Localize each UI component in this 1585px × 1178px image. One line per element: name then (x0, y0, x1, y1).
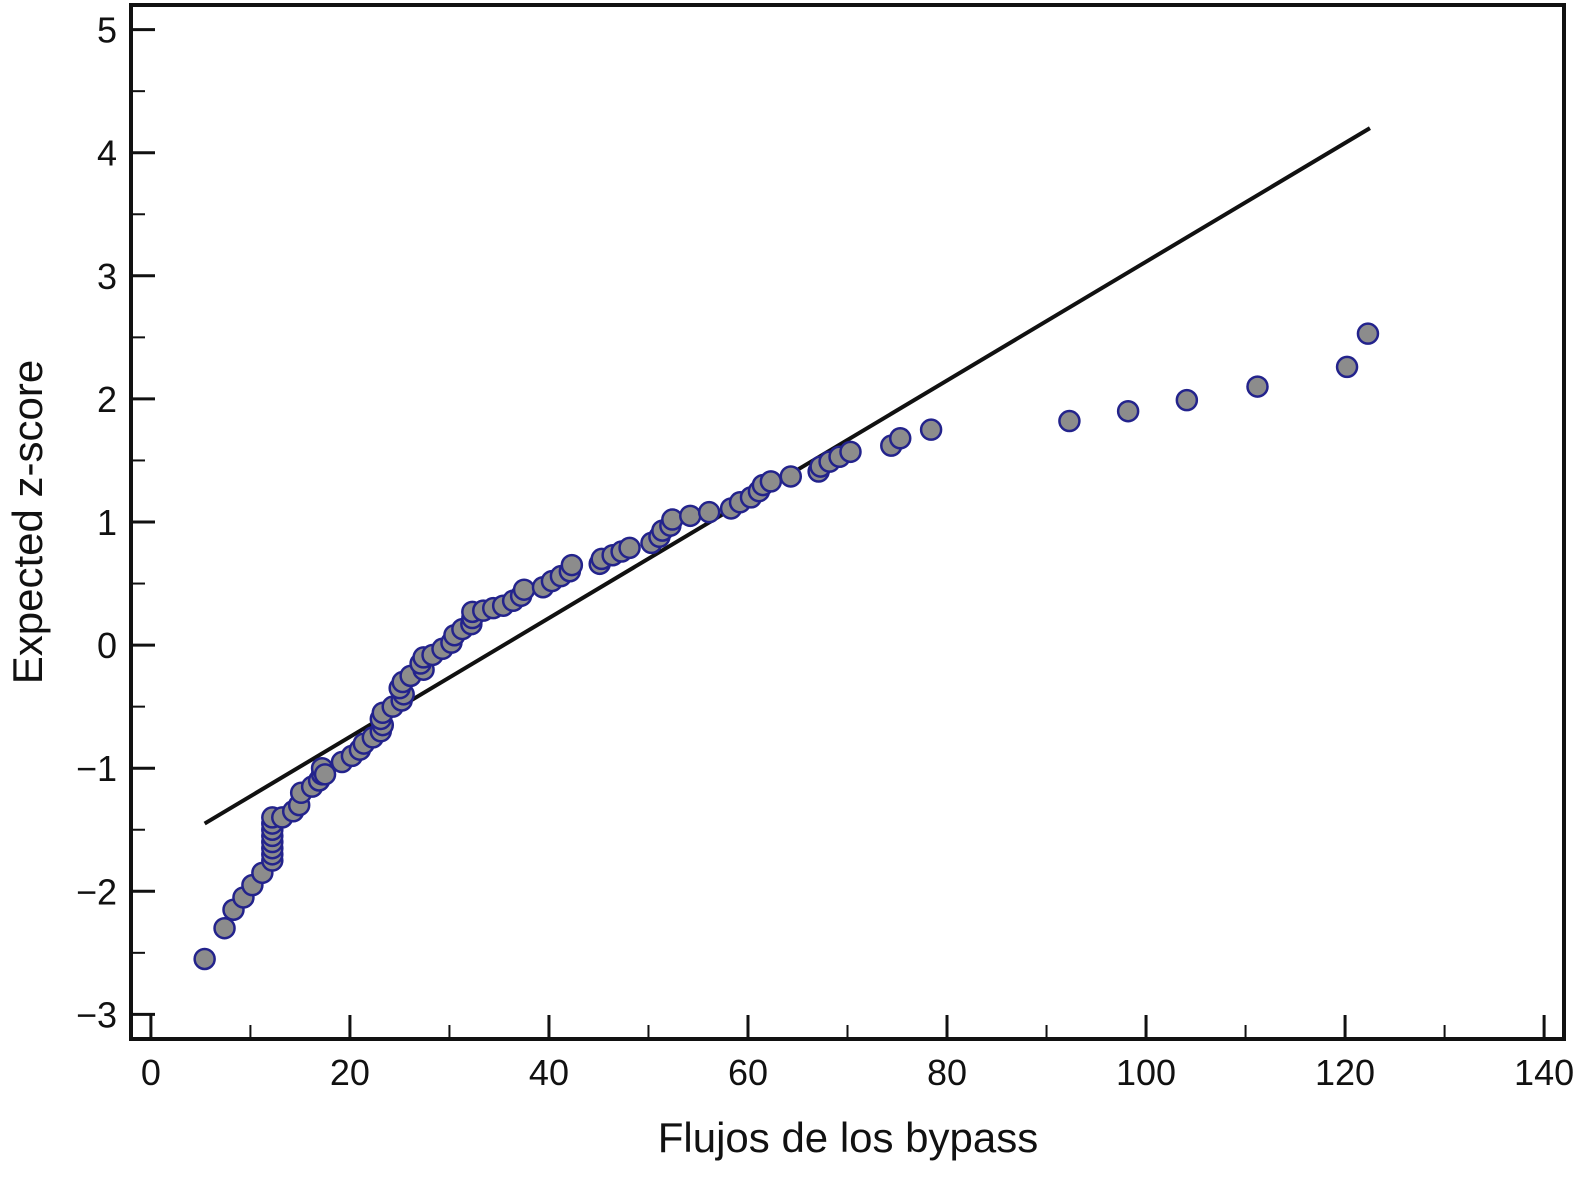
data-point (1335, 355, 1359, 379)
data-point (1356, 322, 1380, 345)
data-point (919, 418, 943, 441)
y-tick-label: 2 (97, 379, 117, 420)
data-point (1116, 399, 1140, 423)
data-point (512, 578, 536, 601)
x-tick-label: 140 (1514, 1052, 1574, 1093)
x-axis-title: Flujos de los bypass (658, 1114, 1039, 1161)
data-point (1058, 409, 1081, 433)
data-point (313, 763, 337, 786)
plot-frame (129, 3, 1566, 1041)
data-points (193, 322, 1380, 971)
y-tick-label: 1 (97, 502, 117, 543)
data-point (661, 508, 684, 531)
x-tick-label: 100 (1116, 1052, 1176, 1093)
x-tick-label: 120 (1315, 1052, 1375, 1093)
y-tick-label: 3 (97, 256, 117, 297)
data-point (1246, 375, 1269, 398)
data-point (679, 504, 702, 528)
y-tick-label: −3 (76, 994, 117, 1035)
data-point (697, 500, 721, 524)
x-tick-label: 40 (529, 1052, 569, 1093)
x-tick-label: 60 (728, 1052, 768, 1093)
y-tick-label: 4 (97, 133, 117, 174)
y-tick-label: −1 (76, 748, 117, 789)
data-point (839, 440, 862, 464)
data-point (1175, 388, 1199, 412)
y-tick-label: 0 (97, 625, 117, 666)
data-point (560, 553, 584, 577)
y-axis-title: Expected z-score (4, 360, 51, 684)
data-point (618, 536, 641, 560)
data-point (213, 916, 236, 940)
x-tick-label: 20 (330, 1052, 370, 1093)
x-tick-label: 80 (927, 1052, 967, 1093)
y-axis-ticks: −3 −2 −1 0 1 2 3 4 5 (76, 10, 155, 1035)
data-point (888, 427, 912, 450)
data-point (759, 470, 783, 493)
y-tick-label: 5 (97, 10, 117, 51)
data-point (779, 465, 803, 488)
y-tick-label: −2 (76, 871, 117, 912)
x-axis-ticks: 0 20 40 60 80 100 120 140 (141, 1015, 1574, 1093)
x-tick-label: 0 (141, 1052, 161, 1093)
data-point (193, 947, 216, 971)
